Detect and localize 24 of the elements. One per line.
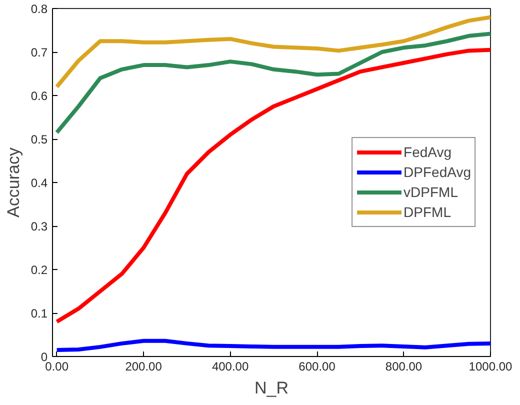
y-tick-label: 0.8 bbox=[30, 2, 48, 16]
x-tick-label: 200.00 bbox=[125, 360, 162, 374]
y-tick-label: 0.3 bbox=[30, 220, 48, 234]
y-tick-label: 0.5 bbox=[30, 132, 48, 146]
y-tick-label: 0.1 bbox=[30, 306, 48, 320]
x-tick-label: 1000.00 bbox=[468, 360, 513, 374]
legend-label: DPFML bbox=[404, 204, 451, 220]
legend-label: FedAvg bbox=[404, 144, 452, 160]
y-tick-label: 0.6 bbox=[30, 89, 48, 103]
line-series bbox=[54, 15, 490, 89]
x-tick-label: 800.00 bbox=[385, 360, 422, 374]
legend-label: DPFedAvg bbox=[404, 164, 471, 180]
line-series bbox=[54, 32, 490, 134]
x-axis-title: N_R bbox=[254, 378, 289, 398]
x-tick-label: 0.00 bbox=[45, 360, 69, 374]
x-tick-label: 400.00 bbox=[212, 360, 249, 374]
legend-label: vDPFML bbox=[404, 184, 458, 200]
line-series bbox=[54, 338, 490, 352]
y-tick-label: 0.2 bbox=[30, 263, 48, 277]
y-tick-label: 0.7 bbox=[30, 46, 48, 60]
y-tick-label: 0.4 bbox=[30, 176, 48, 190]
x-tick-label: 600.00 bbox=[298, 360, 336, 374]
line-series bbox=[54, 48, 490, 324]
y-axis-title: Accuracy bbox=[4, 147, 23, 218]
